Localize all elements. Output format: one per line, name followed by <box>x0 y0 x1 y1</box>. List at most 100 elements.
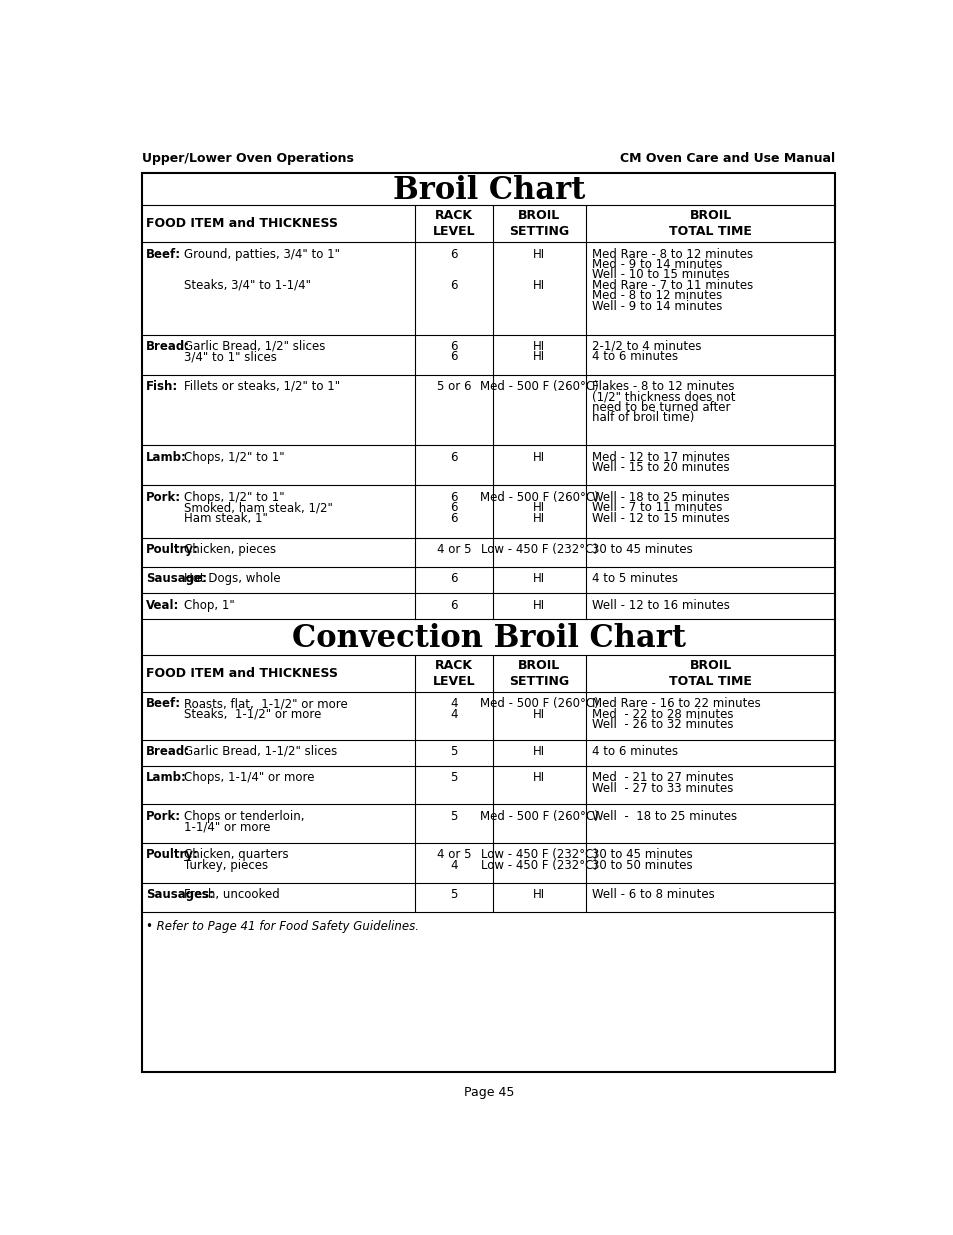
Text: 5 or 6: 5 or 6 <box>436 380 471 393</box>
Text: Broil Chart: Broil Chart <box>393 175 584 206</box>
Text: Chop, 1": Chop, 1" <box>184 599 234 611</box>
Text: Fresh, uncooked: Fresh, uncooked <box>184 888 280 902</box>
Text: Med  - 21 to 27 minutes: Med - 21 to 27 minutes <box>592 771 733 784</box>
Text: Hot Dogs, whole: Hot Dogs, whole <box>184 573 281 585</box>
Text: Fillets or steaks, 1/2" to 1": Fillets or steaks, 1/2" to 1" <box>184 380 340 393</box>
Text: Steaks, 3/4" to 1-1/4": Steaks, 3/4" to 1-1/4" <box>184 279 311 291</box>
Text: Lamb:: Lamb: <box>146 771 187 784</box>
Text: RACK
LEVEL: RACK LEVEL <box>433 658 475 688</box>
Text: 4 to 5 minutes: 4 to 5 minutes <box>592 573 678 585</box>
Text: half of broil time): half of broil time) <box>592 411 694 424</box>
Text: Bread:: Bread: <box>146 340 191 353</box>
Text: Beef:: Beef: <box>146 698 181 710</box>
Text: 5: 5 <box>450 745 457 758</box>
Text: HI: HI <box>533 451 545 464</box>
Text: Pork:: Pork: <box>146 490 181 504</box>
Text: Page 45: Page 45 <box>463 1086 514 1099</box>
Text: Garlic Bread, 1-1/2" slices: Garlic Bread, 1-1/2" slices <box>184 745 337 758</box>
Text: HI: HI <box>533 771 545 784</box>
Text: 6: 6 <box>450 501 457 514</box>
Text: HI: HI <box>533 501 545 514</box>
Text: Bread:: Bread: <box>146 745 191 758</box>
Text: Chops, 1/2" to 1": Chops, 1/2" to 1" <box>184 490 285 504</box>
Text: Well  - 26 to 32 minutes: Well - 26 to 32 minutes <box>592 718 733 731</box>
Text: Well  -  18 to 25 minutes: Well - 18 to 25 minutes <box>592 810 737 823</box>
Text: 4 to 6 minutes: 4 to 6 minutes <box>592 351 678 363</box>
Text: 30 to 45 minutes: 30 to 45 minutes <box>592 848 692 861</box>
Text: FOOD ITEM and THICKNESS: FOOD ITEM and THICKNESS <box>146 217 338 230</box>
Text: Flakes - 8 to 12 minutes: Flakes - 8 to 12 minutes <box>592 380 734 393</box>
Text: CM Oven Care and Use Manual: CM Oven Care and Use Manual <box>619 152 835 165</box>
Text: 6: 6 <box>450 279 457 291</box>
Text: Med - 9 to 14 minutes: Med - 9 to 14 minutes <box>592 258 721 270</box>
Text: Lamb:: Lamb: <box>146 451 187 464</box>
Text: Beef:: Beef: <box>146 247 181 261</box>
Text: Med - 500 F (260°C): Med - 500 F (260°C) <box>479 810 598 823</box>
Text: Roasts, flat,  1-1/2" or more: Roasts, flat, 1-1/2" or more <box>184 698 348 710</box>
Text: Poultry:: Poultry: <box>146 543 199 556</box>
Text: Med - 12 to 17 minutes: Med - 12 to 17 minutes <box>592 451 729 464</box>
Text: HI: HI <box>533 745 545 758</box>
Text: HI: HI <box>533 573 545 585</box>
Text: 5: 5 <box>450 771 457 784</box>
Text: 2-1/2 to 4 minutes: 2-1/2 to 4 minutes <box>592 340 700 353</box>
Text: 6: 6 <box>450 351 457 363</box>
Text: Chicken, pieces: Chicken, pieces <box>184 543 276 556</box>
Text: Well - 10 to 15 minutes: Well - 10 to 15 minutes <box>592 268 729 282</box>
Text: Well - 9 to 14 minutes: Well - 9 to 14 minutes <box>592 300 721 312</box>
Text: Turkey, pieces: Turkey, pieces <box>184 858 268 872</box>
Text: Chops or tenderloin,: Chops or tenderloin, <box>184 810 305 823</box>
Text: RACK
LEVEL: RACK LEVEL <box>433 209 475 238</box>
Text: Ground, patties, 3/4" to 1": Ground, patties, 3/4" to 1" <box>184 247 340 261</box>
Text: • Refer to Page 41 for Food Safety Guidelines.: • Refer to Page 41 for Food Safety Guide… <box>146 920 419 932</box>
Text: 6: 6 <box>450 340 457 353</box>
Text: 6: 6 <box>450 573 457 585</box>
Text: Sausages:: Sausages: <box>146 888 214 902</box>
Text: Upper/Lower Oven Operations: Upper/Lower Oven Operations <box>142 152 354 165</box>
Text: BROIL
SETTING: BROIL SETTING <box>509 209 569 238</box>
Text: HI: HI <box>533 708 545 720</box>
Text: Well - 15 to 20 minutes: Well - 15 to 20 minutes <box>592 461 729 474</box>
Text: 4 or 5: 4 or 5 <box>436 848 471 861</box>
Text: 4: 4 <box>450 858 457 872</box>
Text: Med - 500 F (260°C): Med - 500 F (260°C) <box>479 380 598 393</box>
Text: HI: HI <box>533 247 545 261</box>
Text: 6: 6 <box>450 451 457 464</box>
Text: Med - 500 F (260°C): Med - 500 F (260°C) <box>479 490 598 504</box>
Text: 6: 6 <box>450 490 457 504</box>
Text: HI: HI <box>533 511 545 525</box>
Text: Veal:: Veal: <box>146 599 179 611</box>
Text: Chops, 1-1/4" or more: Chops, 1-1/4" or more <box>184 771 314 784</box>
Text: Well - 6 to 8 minutes: Well - 6 to 8 minutes <box>592 888 714 902</box>
Text: Well - 12 to 15 minutes: Well - 12 to 15 minutes <box>592 511 729 525</box>
Text: HI: HI <box>533 340 545 353</box>
Text: Well  - 27 to 33 minutes: Well - 27 to 33 minutes <box>592 782 733 794</box>
Text: 3/4" to 1" slices: 3/4" to 1" slices <box>184 351 277 363</box>
Text: 30 to 50 minutes: 30 to 50 minutes <box>592 858 692 872</box>
Text: 6: 6 <box>450 511 457 525</box>
Text: 5: 5 <box>450 888 457 902</box>
Text: 1-1/4" or more: 1-1/4" or more <box>184 820 271 834</box>
Text: HI: HI <box>533 279 545 291</box>
Text: 4 to 6 minutes: 4 to 6 minutes <box>592 745 678 758</box>
Text: Well - 18 to 25 minutes: Well - 18 to 25 minutes <box>592 490 729 504</box>
Text: (1/2" thickness does not: (1/2" thickness does not <box>592 390 735 404</box>
Text: need to be turned after: need to be turned after <box>592 401 730 414</box>
Text: Ham steak, 1": Ham steak, 1" <box>184 511 268 525</box>
Text: Chops, 1/2" to 1": Chops, 1/2" to 1" <box>184 451 285 464</box>
Text: BROIL
TOTAL TIME: BROIL TOTAL TIME <box>668 658 751 688</box>
Text: Well - 7 to 11 minutes: Well - 7 to 11 minutes <box>592 501 721 514</box>
Text: Med Rare - 16 to 22 minutes: Med Rare - 16 to 22 minutes <box>592 698 760 710</box>
Text: BROIL
TOTAL TIME: BROIL TOTAL TIME <box>668 209 751 238</box>
Text: Chicken, quarters: Chicken, quarters <box>184 848 289 861</box>
Text: Fish:: Fish: <box>146 380 178 393</box>
Text: BROIL
SETTING: BROIL SETTING <box>509 658 569 688</box>
Text: Med - 8 to 12 minutes: Med - 8 to 12 minutes <box>592 289 721 303</box>
Text: Smoked, ham steak, 1/2": Smoked, ham steak, 1/2" <box>184 501 333 514</box>
Text: 4: 4 <box>450 698 457 710</box>
Text: 4: 4 <box>450 708 457 720</box>
Text: HI: HI <box>533 599 545 611</box>
Text: Med Rare - 7 to 11 minutes: Med Rare - 7 to 11 minutes <box>592 279 753 291</box>
Text: Low - 450 F (232°C): Low - 450 F (232°C) <box>480 848 598 861</box>
Text: Sausage:: Sausage: <box>146 573 207 585</box>
